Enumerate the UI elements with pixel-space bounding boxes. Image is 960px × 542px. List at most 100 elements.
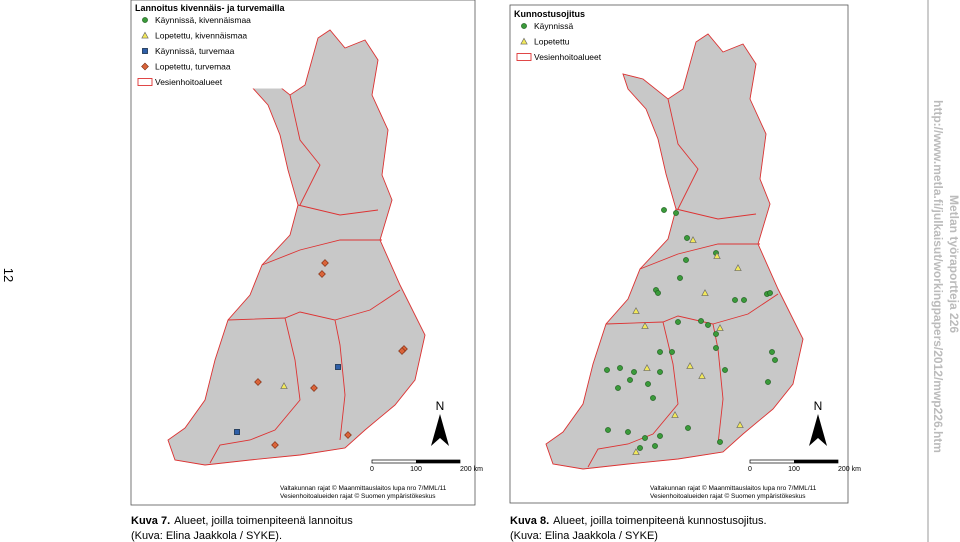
map-marker [683,257,689,263]
map-figure: Lannoitus kivennäis- ja turvemailla Käynn… [130,0,483,542]
map-marker [772,357,778,363]
north-arrow [431,414,449,446]
map-marker [617,365,623,371]
map-marker [698,318,704,324]
map-marker [698,372,706,379]
caption-label: Kuva 7. [131,515,170,527]
map-marker [520,37,528,45]
north-arrow [809,414,827,446]
map-marker [627,377,633,383]
map-marker [141,62,149,71]
map-marker [717,439,723,445]
caption-text: Alueet, joilla toimenpiteenä kunnostusoj… [553,515,766,527]
caption: Kuva 8. Alueet, joilla toimenpiteenä kunn… [510,515,767,527]
map-marker [280,382,288,389]
map-marker [335,364,341,370]
caption-credit: (Kuva: Elina Jaakkola / SYKE). [131,530,282,542]
legend-item: Vesienhoitoalueet [155,77,223,87]
north-label: N [814,399,823,413]
map-marker [137,78,153,86]
caption-label: Kuva 8. [510,515,549,527]
map-marker [234,429,240,435]
caption: Kuva 7. Alueet, joilla toimenpiteenä lann… [131,515,353,527]
legend-item: Käynnissä, turvemaa [155,46,235,56]
map-figure: Kunnostusojitus Käynnissä Lopetettu Vesienh… [509,4,861,542]
legend-item: Lopetettu, turvemaa [155,62,231,72]
map-marker [713,345,719,351]
scale-label: 100 [788,466,800,473]
map-marker [701,289,709,296]
map-marker [271,441,279,449]
map-marker [142,48,148,54]
map-marker [642,435,648,441]
map-marker [650,395,656,401]
map-marker [632,307,640,314]
map-marker [673,210,679,216]
scale-label: 200 km [460,466,483,473]
map-marker [732,297,738,303]
map-marker [142,17,148,23]
map-marker [734,264,742,271]
map-marker [632,448,640,455]
map-marker [344,431,352,439]
scale-label: 100 [410,466,422,473]
legend-title: Kunnostusojitus [514,9,585,19]
map-marker [713,252,721,259]
scale-bar-fill [794,460,838,463]
side-url: http://www.metla.fi/julkaisut/workingpap… [931,100,945,453]
map-marker [716,324,724,331]
legend-item: Vesienhoitoalueet [534,52,602,62]
scale-label: 0 [370,466,374,473]
map-marker [689,236,697,243]
legend-item: Lopetettu [534,37,570,47]
map-marker [736,421,744,428]
map-marker [684,235,690,241]
map-marker [722,367,728,373]
scale-label: 200 km [838,466,861,473]
map-marker [765,379,771,385]
map-marker [604,367,610,373]
map-marker [713,331,719,337]
map-marker [631,369,637,375]
map-marker [655,290,661,296]
map-marker [141,31,149,39]
map-credit: Valtakunnan rajat © Maanmittauslaitos lu… [650,484,817,492]
map-marker [769,349,775,355]
map-marker [516,53,532,61]
map-marker [605,427,611,433]
map-marker [741,297,747,303]
map-marker [254,378,262,386]
page-number: 12 [1,268,16,282]
map-credit: Valtakunnan rajat © Maanmittauslaitos lu… [280,484,447,492]
map-marker [637,445,643,451]
map-marker [645,381,651,387]
scale-bar-fill [416,460,460,463]
map-marker [767,290,773,296]
map-marker [657,349,663,355]
map-credit: Vesienhoitoalueiden rajat © Suomen ympär… [650,492,806,500]
map-marker [521,23,527,29]
map-marker [671,411,679,418]
legend-box [132,1,284,89]
caption-credit: (Kuva: Elina Jaakkola / SYKE) [510,530,658,542]
north-label: N [436,399,445,413]
map-marker [657,433,663,439]
map-marker [677,275,683,281]
map-marker [657,369,663,375]
map-marker [310,384,318,392]
map-credit: Vesienhoitoalueiden rajat © Suomen ympär… [280,492,436,500]
map-marker [625,429,631,435]
map-marker [318,270,326,278]
caption-text: Alueet, joilla toimenpiteenä lannoitus [174,515,353,527]
map-marker [705,322,711,328]
map-marker [686,362,694,369]
legend-item: Käynnissä [534,21,573,31]
side-series: Metlan työraportteja 226 [947,195,960,333]
legend-title: Lannoitus kivennäis- ja turvemailla [135,3,286,13]
legend-item: Käynnissä, kivennäismaa [155,15,251,25]
map-marker [675,319,681,325]
map-marker [652,443,658,449]
map-marker [321,259,329,267]
map-marker [641,322,649,329]
